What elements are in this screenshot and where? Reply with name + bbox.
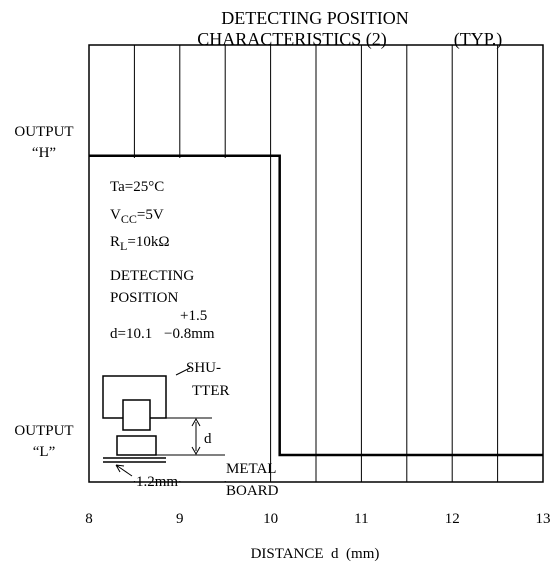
annotation: d <box>204 431 212 447</box>
leader-arrow <box>115 464 133 477</box>
value: =10kΩ <box>127 234 169 250</box>
condition: Ta=25°C <box>110 179 164 195</box>
x-axis-label: DISTANCE d (mm) <box>251 546 380 562</box>
symbol: Ta <box>110 179 125 195</box>
sensor-head <box>122 399 151 431</box>
subscript: CC <box>121 212 137 226</box>
annotation: d=10.1 <box>110 326 152 342</box>
annotation: 1.2mm <box>136 474 178 490</box>
annotation: SHU- <box>186 360 221 376</box>
step-line <box>89 154 543 457</box>
diagram <box>102 367 225 477</box>
annotation: DETECTING <box>110 268 194 284</box>
symbol: V <box>110 207 121 223</box>
arrow-head <box>191 417 201 456</box>
chart-title: DETECTING POSITION <box>221 8 408 28</box>
chart-note: (TYP.) <box>454 29 503 50</box>
annotation: BOARD <box>226 483 279 499</box>
y-tick-label: OUTPUT “L” <box>14 423 74 461</box>
value: =25°C <box>125 179 164 195</box>
x-tick-label: 9 <box>176 511 184 527</box>
annotation: −0.8mm <box>164 326 215 342</box>
x-tick-label: 10 <box>263 511 278 527</box>
condition: RL=10kΩ <box>110 234 169 253</box>
annotation: POSITION <box>110 290 179 306</box>
annotation: TTER <box>192 383 230 399</box>
y-tick-label: OUTPUT “H” <box>14 123 74 161</box>
x-tick-label: 13 <box>536 511 551 527</box>
x-tick-label: 8 <box>85 511 93 527</box>
annotation-box <box>90 158 269 481</box>
x-tick-label: 12 <box>445 511 460 527</box>
subscript: L <box>120 239 127 253</box>
leader-line <box>175 367 191 376</box>
annotation: +1.5 <box>180 308 207 324</box>
x-tick-label: 11 <box>354 511 368 527</box>
annotation: METAL <box>226 461 276 477</box>
condition: VCC=5V <box>110 207 164 226</box>
symbol: R <box>110 234 120 250</box>
value: =5V <box>137 207 164 223</box>
plot-frame <box>88 44 544 483</box>
sensor-body <box>116 435 157 456</box>
